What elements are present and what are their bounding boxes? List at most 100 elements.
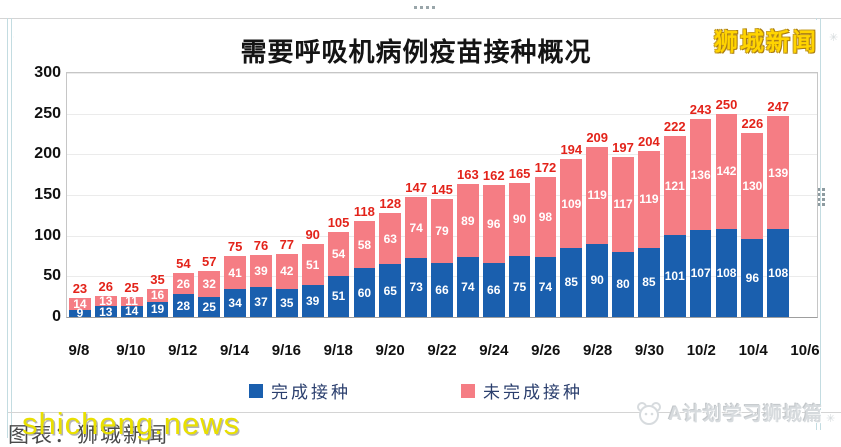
gridline: [67, 195, 817, 196]
segment-完成接种: 66: [431, 263, 453, 317]
corner-handle-top-right[interactable]: ✳: [829, 32, 839, 44]
segment-未完成接种: 58: [353, 221, 376, 269]
bar-9/23: 163 89 74: [455, 73, 481, 317]
segment-完成接种: 80: [612, 251, 634, 317]
corner-handle-bottom-right[interactable]: ✳: [826, 413, 836, 425]
bar-total-label: 35: [150, 271, 165, 287]
top-drag-handle[interactable]: [414, 6, 435, 9]
gridline: [67, 113, 817, 115]
bar-total-label: 23: [72, 281, 88, 297]
bottom-right-watermark-text: A计划学习狮城篇: [668, 404, 823, 425]
segment-value-label: 74: [538, 279, 553, 294]
segment-未完成接种: 13: [94, 294, 117, 309]
segment-value-label: 101: [664, 268, 685, 283]
segment-未完成接种: 39: [250, 255, 272, 287]
chart-panel: 需要呼吸机病例疫苗接种概况 狮城新闻 0 50 100 150 200 250 300 23 1…: [14, 20, 820, 412]
bar-total-label: 163: [457, 167, 479, 183]
segment-value-label: 28: [176, 298, 191, 313]
bar-total-label: 165: [508, 165, 531, 181]
bar-9/28: 209 119 90: [584, 73, 610, 317]
gridline: [67, 154, 817, 156]
segment-value-label: 13: [99, 294, 113, 309]
segment-value-label: 14: [124, 304, 139, 319]
bar-9/16: 77 42 35: [274, 73, 300, 317]
segment-未完成接种: 136: [689, 119, 712, 230]
segment-未完成接种: 90: [508, 182, 531, 256]
legend-label-completed: 完成接种: [271, 383, 351, 402]
bar-9/17: 90 51 39: [300, 73, 326, 317]
bar-9/30: 204 119 85: [636, 73, 662, 317]
segment-未完成接种: 51: [301, 243, 324, 286]
segment-value-label: 142: [716, 164, 737, 179]
segment-value-label: 39: [305, 294, 320, 309]
segment-完成接种: 96: [741, 238, 764, 317]
bar-total-label: 204: [638, 134, 660, 150]
segment-value-label: 66: [487, 283, 501, 298]
segment-value-label: 34: [228, 296, 242, 311]
segment-完成接种: 34: [224, 289, 246, 317]
y-tick-label: 100: [34, 226, 61, 244]
bottom-right-watermark: A计划学习狮城篇: [636, 399, 823, 426]
segment-value-label: 26: [176, 276, 191, 291]
segment-value-label: 98: [538, 209, 553, 224]
x-tick-label: 9/28: [582, 342, 613, 359]
segment-value-label: 108: [768, 266, 789, 281]
segment-未完成接种: 96: [482, 185, 505, 264]
segment-未完成接种: 109: [560, 159, 583, 248]
segment-value-label: 58: [357, 237, 372, 252]
top-frame-line: [0, 18, 841, 19]
segment-value-label: 19: [150, 302, 165, 317]
segment-value-label: 32: [202, 276, 216, 291]
right-drag-handle[interactable]: [817, 188, 825, 206]
bar-total-label: 226: [741, 116, 764, 132]
bar-10/1: 222 121 101: [662, 73, 688, 317]
source-caption: 图表：狮城新闻: [8, 423, 169, 447]
segment-未完成接种: 41: [224, 256, 246, 290]
legend: 完成接种 未完成接种: [14, 378, 818, 403]
segment-value-label: 96: [745, 270, 759, 285]
segment-完成接种: 74: [534, 256, 557, 317]
segment-完成接种: 35: [275, 288, 298, 317]
mascot-icon: [637, 401, 662, 425]
segment-value-label: 37: [254, 294, 268, 309]
segment-完成接种: 65: [379, 264, 402, 317]
y-tick-label: 300: [34, 64, 61, 81]
bar-9/24: 162 96 66: [481, 73, 507, 317]
segment-value-label: 75: [512, 279, 527, 294]
segment-value-label: 63: [383, 231, 397, 246]
x-tick-label: 9/24: [479, 342, 509, 359]
x-tick-label: 9/22: [427, 342, 457, 359]
segment-value-label: 117: [613, 197, 633, 212]
bar-total-label: 76: [253, 238, 269, 254]
x-tick-label: 9/12: [168, 342, 198, 359]
segment-value-label: 66: [435, 283, 449, 298]
x-tick-label: 9/14: [219, 342, 250, 359]
segment-value-label: 130: [742, 179, 763, 194]
bar-9/14: 75 41 34: [222, 73, 248, 317]
right-frame-line-outer: [820, 18, 821, 430]
segment-value-label: 80: [616, 277, 630, 292]
segment-完成接种: 108: [715, 229, 738, 317]
segment-未完成接种: 42: [275, 254, 298, 289]
bar-9/9: 26 13 13: [93, 73, 119, 318]
x-tick-label: 10/2: [686, 342, 716, 359]
segment-value-label: 109: [561, 196, 582, 211]
segment-value-label: 41: [228, 265, 242, 280]
bar-9/8: 23 14 9: [67, 73, 93, 319]
x-tick-label: 10/6: [790, 342, 820, 359]
bar-9/22: 145 79 66: [429, 73, 455, 317]
bar-total-label: 243: [689, 102, 712, 118]
segment-未完成接种: 89: [456, 184, 479, 257]
bar-total-label: 128: [379, 195, 402, 211]
legend-swatch-completed: [249, 383, 263, 398]
bar-10/3: 250 142 108: [714, 73, 740, 317]
bar-9/19: 118 58 60: [351, 73, 377, 317]
segment-value-label: 65: [383, 283, 397, 298]
segment-完成接种: 51: [327, 275, 350, 317]
bar-9/10: 25 11 14: [119, 73, 145, 317]
segment-完成接种: 66: [482, 263, 505, 317]
segment-完成接种: 13: [94, 306, 117, 318]
segment-未完成接种: 14: [69, 298, 91, 310]
bar-9/20: 128 63 65: [377, 73, 403, 317]
